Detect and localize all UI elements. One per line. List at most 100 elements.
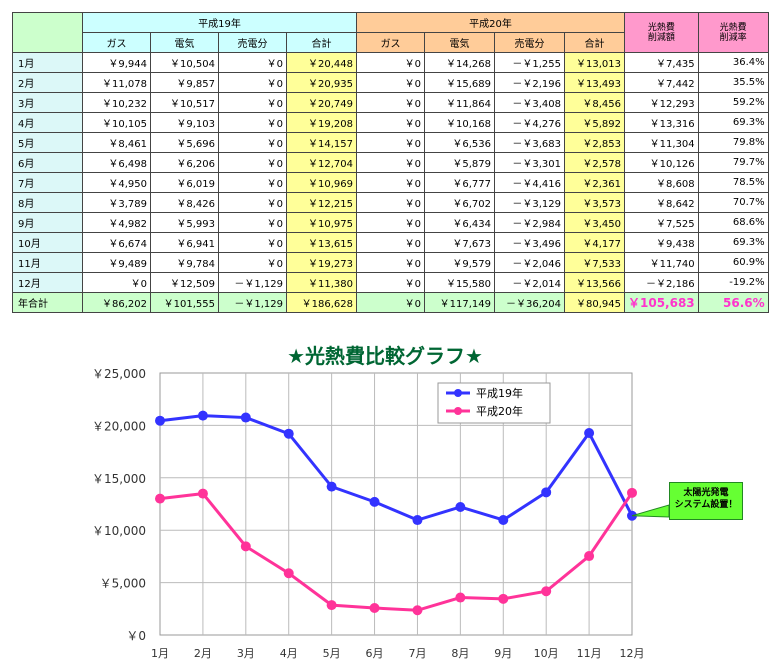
month-cell: 3月 [12,92,83,113]
reduction-rate-cell: 69.3% [697,232,769,253]
reduction-rate-cell: -19.2% [697,272,769,293]
x-tick-label: 11月 [577,647,602,660]
value-2007-cell: ￥0 [82,272,151,293]
value-2008-cell: ￥0 [356,132,425,153]
reduction-rate-cell: 78.5% [697,172,769,193]
reduction-amount-cell: ￥105,683 [624,292,699,313]
plot-area [159,372,633,636]
total-2007-cell: ￥10,975 [286,212,357,233]
data-point-0 [498,514,509,525]
value-2008-cell: －￥3,683 [494,132,565,153]
legend-swatch-marker [454,389,462,397]
value-2007-cell: ￥9,103 [150,112,219,133]
comparison-line-chart: ★光熱費比較グラフ★ ￥0 ￥5,000 ￥10,000 ￥15,000 ￥20,000… [92,344,670,660]
reduction-rate-cell: 70.7% [697,192,769,213]
month-cell: 5月 [12,132,83,153]
value-2007-cell: ￥5,696 [150,132,219,153]
reduction-rate-cell: 56.6% [697,292,769,313]
total-2008-cell: ￥7,533 [564,252,625,273]
value-2007-cell: ￥6,941 [150,232,219,253]
total-2008-cell: ￥4,177 [564,232,625,253]
value-2007-cell: ￥8,461 [82,132,151,153]
value-2008-cell: ￥0 [356,232,425,253]
value-2007-cell: ￥6,498 [82,152,151,173]
value-2008-cell: ￥6,536 [424,132,495,153]
total-2008-cell: ￥13,566 [564,272,625,293]
value-2007-cell: ￥10,232 [82,92,151,113]
value-2007-cell: －￥1,129 [218,292,287,313]
value-2008-cell: －￥4,276 [494,112,565,133]
subheader-total-2008: 合計 [564,32,625,53]
table-row: 3月 ￥10,232 ￥10,517 ￥0 ￥20,749 ￥0 ￥11,864 －￥3,40… [12,92,769,113]
table-row: 4月 ￥10,105 ￥9,103 ￥0 ￥19,208 ￥0 ￥10,168 －￥4,276… [12,112,769,133]
total-2008-cell: ￥13,013 [564,52,625,73]
data-point-1 [584,551,595,562]
chart-title: ★光熱費比較グラフ★ [287,344,483,368]
total-2007-cell: ￥11,380 [286,272,357,293]
data-point-0 [283,428,294,439]
table-row: 8月 ￥3,789 ￥8,426 ￥0 ￥12,215 ￥0 ￥6,702 －￥3,129 ￥3… [12,192,769,213]
x-tick-label: 2月 [194,647,212,660]
reduction-amount-header-line2: 削減額 [647,32,675,43]
subheader-electric-2007: 電気 [150,32,219,53]
value-2008-cell: －￥3,496 [494,232,565,253]
table-row: 11月 ￥9,489 ￥9,784 ￥0 ￥19,273 ￥0 ￥9,579 －￥2,046 ￥… [12,252,769,273]
month-cell: 11月 [12,252,83,273]
value-2007-cell: ￥0 [218,192,287,213]
reduction-rate-cell: 79.8% [697,132,769,153]
total-2008-cell: ￥5,892 [564,112,625,133]
callout-line1: 太陽光発電 [683,488,729,498]
data-point-1 [369,602,380,613]
table-row: 9月 ￥4,982 ￥5,993 ￥0 ￥10,975 ￥0 ￥6,434 －￥2,984 ￥3… [12,212,769,233]
cost-table-wrap: 平成19年 平成20年 光熱費 削減額 光熱費 削減率 ガス 電気 売電分 合計… [12,12,769,313]
value-2007-cell: ￥0 [218,172,287,193]
table-row: 6月 ￥6,498 ￥6,206 ￥0 ￥12,704 ￥0 ￥5,879 －￥3,301 ￥2… [12,152,769,173]
value-2008-cell: ￥0 [356,72,425,93]
reduction-amount-cell: ￥7,442 [624,72,699,93]
value-2008-cell: －￥3,301 [494,152,565,173]
data-point-1 [498,593,509,604]
value-2008-cell: ￥5,879 [424,152,495,173]
month-cell: 9月 [12,212,83,233]
reduction-amount-header: 光熱費 削減額 [624,12,699,53]
value-2007-cell: ￥0 [218,152,287,173]
data-point-1 [627,487,637,498]
total-2008-cell: ￥8,456 [564,92,625,113]
value-2008-cell: ￥117,149 [424,292,495,313]
value-2008-cell: －￥2,984 [494,212,565,233]
data-point-1 [412,605,423,616]
subheader-electric-2008: 電気 [424,32,495,53]
subheader-gas-2007: ガス [82,32,151,53]
value-2007-cell: ￥0 [218,212,287,233]
value-2007-cell: ￥11,078 [82,72,151,93]
y-tick-label: ￥20,000 [92,419,146,433]
x-tick-label: 9月 [494,647,512,660]
group-header-2007: 平成19年 [82,12,357,33]
table-row: 7月 ￥4,950 ￥6,019 ￥0 ￥10,969 ￥0 ￥6,777 －￥4,416 ￥2… [12,172,769,193]
value-2007-cell: ￥9,857 [150,72,219,93]
reduction-amount-cell: ￥8,642 [624,192,699,213]
x-tick-label: 12月 [620,647,645,660]
x-tick-label: 4月 [280,647,298,660]
reduction-rate-header: 光熱費 削減率 [697,12,769,53]
value-2008-cell: ￥0 [356,92,425,113]
total-2007-cell: ￥20,749 [286,92,357,113]
y-tick-label: ￥10,000 [92,524,146,538]
value-2007-cell: ￥10,517 [150,92,219,113]
reduction-rate-header-line2: 削減率 [719,32,747,43]
legend-swatch-marker [454,407,462,415]
reduction-amount-cell: －￥2,186 [624,272,699,293]
x-tick-label: 8月 [451,647,469,660]
value-2007-cell: ￥86,202 [82,292,151,313]
data-point-0 [197,410,208,421]
chart-grid [159,372,633,636]
reduction-amount-cell: ￥10,126 [624,152,699,173]
reduction-rate-cell: 69.3% [697,112,769,133]
x-tick-label: 1月 [151,647,169,660]
reduction-rate-cell: 79.7% [697,152,769,173]
value-2008-cell: ￥9,579 [424,252,495,273]
value-2008-cell: ￥15,580 [424,272,495,293]
month-cell: 2月 [12,72,83,93]
chart-series [155,410,637,616]
